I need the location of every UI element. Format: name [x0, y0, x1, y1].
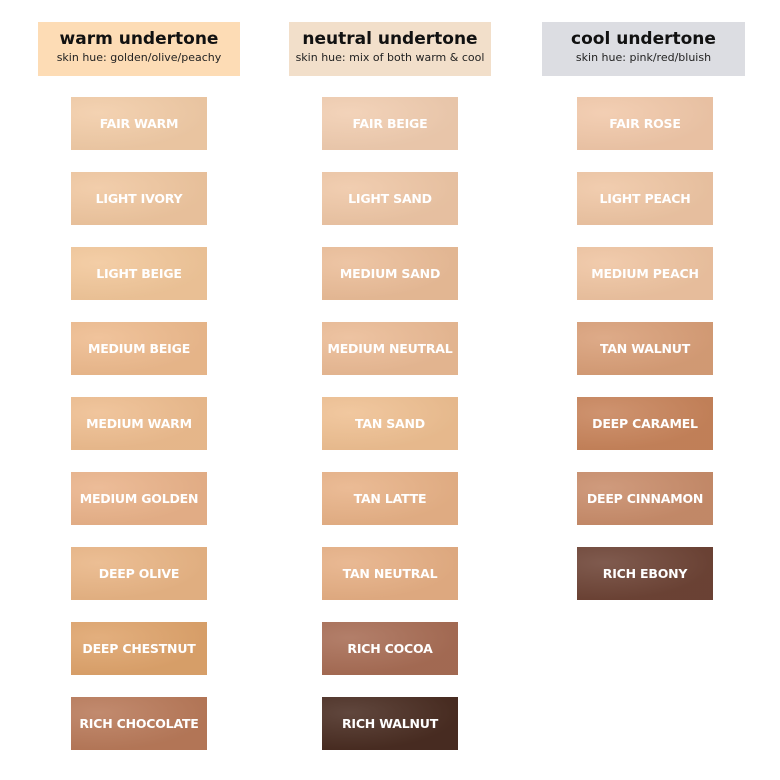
- column-header-neutral: neutral undertone skin hue: mix of both w…: [289, 22, 491, 76]
- shade-name: RICH COCOA: [347, 641, 433, 656]
- shade-name: DEEP CINNAMON: [586, 491, 704, 506]
- shade-swatch: MEDIUM PEACH: [577, 247, 713, 300]
- shade-name: MEDIUM GOLDEN: [79, 491, 199, 506]
- column-subtitle: skin hue: mix of both warm & cool: [295, 51, 485, 64]
- column-subtitle: skin hue: pink/red/bluish: [575, 51, 712, 64]
- shade-swatch: TAN WALNUT: [577, 322, 713, 375]
- shade-name: MEDIUM BEIGE: [87, 341, 191, 356]
- shade-swatch: LIGHT IVORY: [71, 172, 207, 225]
- shade-name: DEEP CHESTNUT: [82, 641, 196, 656]
- shade-name: DEEP OLIVE: [98, 566, 180, 581]
- shade-swatch: FAIR WARM: [71, 97, 207, 150]
- column-title: cool undertone: [571, 29, 716, 49]
- shade-swatch: TAN NEUTRAL: [322, 547, 458, 600]
- shade-name: TAN SAND: [355, 416, 425, 431]
- shade-name: MEDIUM SAND: [339, 266, 441, 281]
- shade-swatch: RICH CHOCOLATE: [71, 697, 207, 750]
- shade-swatch: TAN SAND: [322, 397, 458, 450]
- column-header-warm: warm undertone skin hue: golden/olive/pea…: [38, 22, 240, 76]
- shade-name: MEDIUM WARM: [86, 416, 192, 431]
- shade-swatch: LIGHT BEIGE: [71, 247, 207, 300]
- shade-swatch: FAIR BEIGE: [322, 97, 458, 150]
- shade-swatch: MEDIUM WARM: [71, 397, 207, 450]
- shade-swatch: RICH WALNUT: [322, 697, 458, 750]
- shade-name: LIGHT BEIGE: [96, 266, 182, 281]
- shade-name: MEDIUM PEACH: [591, 266, 699, 281]
- column-title: neutral undertone: [302, 29, 478, 49]
- shade-swatch: FAIR ROSE: [577, 97, 713, 150]
- shade-name: RICH EBONY: [602, 566, 688, 581]
- shade-name: TAN NEUTRAL: [342, 566, 438, 581]
- shade-name: FAIR BEIGE: [352, 116, 428, 131]
- shade-name: LIGHT PEACH: [599, 191, 691, 206]
- shade-name: FAIR ROSE: [609, 116, 681, 131]
- shade-swatch: RICH EBONY: [577, 547, 713, 600]
- column-title: warm undertone: [59, 29, 219, 49]
- shade-name: RICH WALNUT: [341, 716, 439, 731]
- shade-name: MEDIUM NEUTRAL: [327, 341, 453, 356]
- shade-swatch: DEEP CARAMEL: [577, 397, 713, 450]
- shade-swatch: MEDIUM BEIGE: [71, 322, 207, 375]
- shade-swatch: MEDIUM SAND: [322, 247, 458, 300]
- shade-swatch: DEEP CINNAMON: [577, 472, 713, 525]
- shade-swatch: MEDIUM GOLDEN: [71, 472, 207, 525]
- shade-swatch: LIGHT PEACH: [577, 172, 713, 225]
- shade-swatch: DEEP CHESTNUT: [71, 622, 207, 675]
- shade-name: LIGHT IVORY: [95, 191, 183, 206]
- shade-swatch: RICH COCOA: [322, 622, 458, 675]
- shade-name: FAIR WARM: [99, 116, 179, 131]
- shade-swatch: TAN LATTE: [322, 472, 458, 525]
- column-subtitle: skin hue: golden/olive/peachy: [56, 51, 222, 64]
- column-header-cool: cool undertone skin hue: pink/red/bluish: [542, 22, 745, 76]
- shade-name: LIGHT SAND: [348, 191, 432, 206]
- shade-name: TAN WALNUT: [599, 341, 691, 356]
- shade-name: TAN LATTE: [353, 491, 427, 506]
- shade-name: RICH CHOCOLATE: [79, 716, 199, 731]
- shade-swatch: MEDIUM NEUTRAL: [322, 322, 458, 375]
- shade-swatch: DEEP OLIVE: [71, 547, 207, 600]
- shade-swatch: LIGHT SAND: [322, 172, 458, 225]
- shade-name: DEEP CARAMEL: [592, 416, 698, 431]
